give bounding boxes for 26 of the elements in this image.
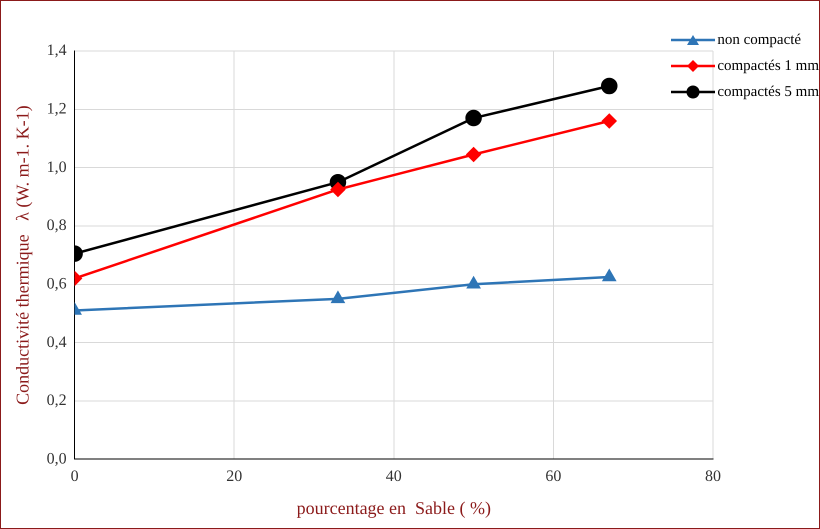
legend-label: non compacté [717,32,802,48]
y-tick-label: 0,6 [46,275,67,292]
y-tick-label: 0,2 [46,392,67,410]
y-tick-label: 0,0 [46,450,67,468]
x-tick-label: 40 [386,468,402,486]
y-tick-label: 0,8 [46,217,67,234]
x-tick-label: 20 [226,468,242,486]
legend-label: compactés 5 mm [717,84,819,100]
point [602,114,617,128]
y-tick-label: 1,4 [46,42,67,60]
point [467,277,480,289]
legend-label: compactés 1 mm [717,58,819,74]
point [466,147,481,162]
point [602,270,616,282]
y-axis-title: Conductivité thermique λ (W. m-1. K-1) [12,105,33,405]
x-axis-title: pourcentage en Sable ( %) [296,498,492,518]
x-tick-label: 60 [545,468,562,486]
point [601,78,618,94]
point [465,110,482,126]
x-tick-label: 80 [705,468,721,486]
point [330,182,346,197]
y-tick-label: 0,4 [46,334,67,351]
y-tick-label: 1,2 [46,100,67,118]
x-tick-label: 0 [70,468,79,486]
y-tick-label: 1,0 [46,158,67,176]
point [331,292,344,304]
